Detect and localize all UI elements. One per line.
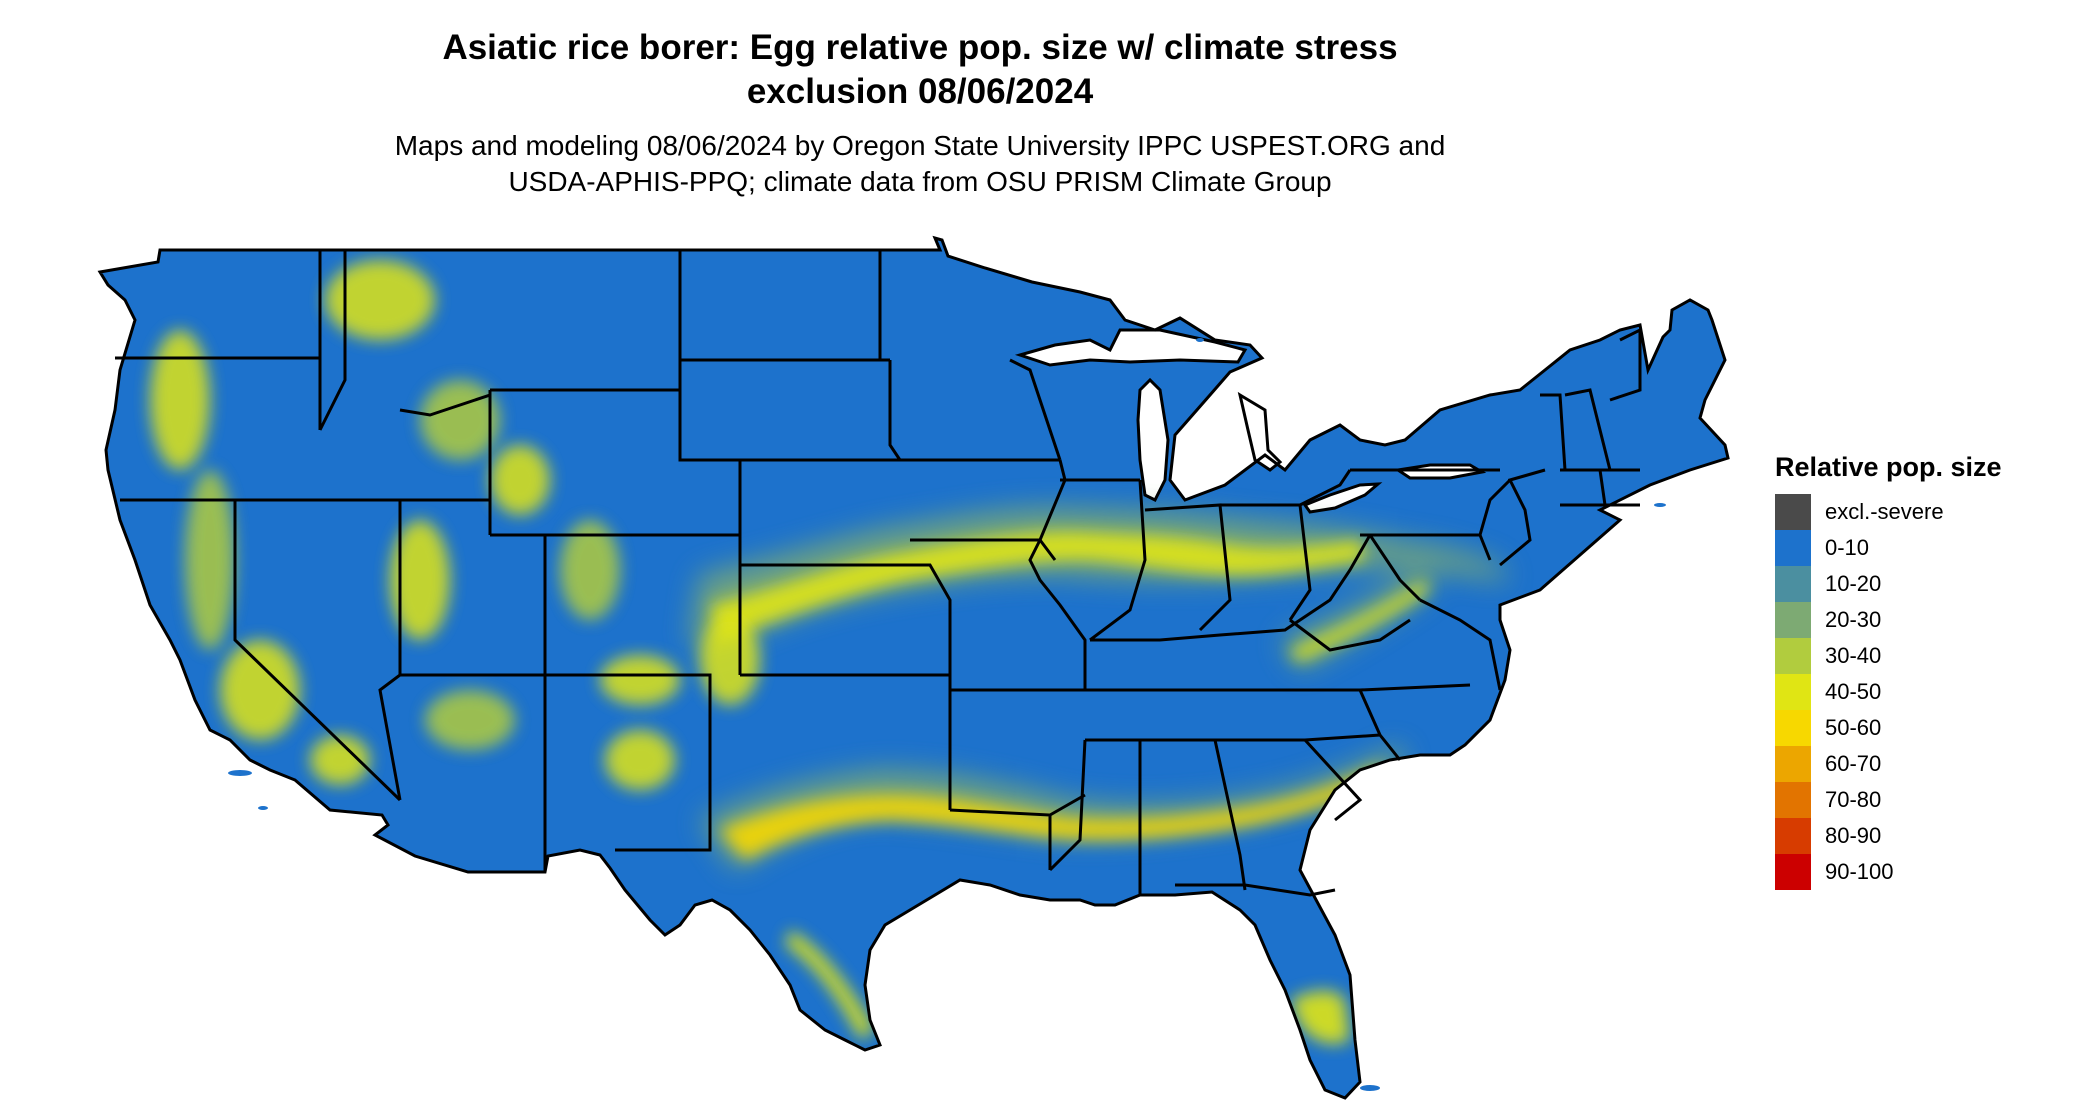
southern-band-outer — [700, 745, 1405, 870]
legend: Relative pop. size excl.-severe 0-10 10-20… — [1775, 450, 2002, 890]
lake-erie — [1305, 484, 1378, 512]
country-outline — [97, 235, 1730, 1100]
lake-michigan — [1138, 380, 1168, 500]
appalachian-band-inner — [1290, 580, 1430, 662]
legend-swatch — [1775, 674, 1811, 710]
legend-label: 20-30 — [1825, 607, 1882, 632]
nv-az-border — [378, 500, 402, 801]
map-title-line-1: Asiatic rice borer: Egg relative pop. si… — [442, 28, 1398, 67]
florida-patch — [1290, 990, 1350, 1045]
legend-swatch — [1775, 782, 1811, 818]
legend-item: 80-90 — [1775, 818, 2002, 854]
legend-label: 80-90 — [1825, 823, 1882, 848]
legend-swatch — [1775, 746, 1811, 782]
legend-swatch — [1775, 566, 1811, 602]
map-title-line-2: exclusion 08/06/2024 — [746, 72, 1094, 111]
legend-swatch — [1775, 530, 1811, 566]
legend-swatch — [1775, 710, 1811, 746]
legend-label: 60-70 — [1825, 751, 1882, 776]
legend-item: 90-100 — [1775, 854, 2002, 890]
legend-label: excl.-severe — [1825, 499, 1944, 524]
western-mountain-patches — [150, 260, 760, 790]
legend-swatch — [1775, 494, 1811, 530]
coastal-islands — [228, 338, 1666, 1091]
legend-label: 40-50 — [1825, 679, 1882, 704]
legend-item: 50-60 — [1775, 710, 2002, 746]
legend-item: 40-50 — [1775, 674, 2002, 710]
legend-swatch — [1775, 602, 1811, 638]
lake-huron — [1240, 395, 1280, 470]
texas-coast-patch — [785, 930, 875, 1040]
legend-label: 0-10 — [1825, 535, 1870, 560]
legend-swatch — [1775, 818, 1811, 854]
mid-latitude-band-inner — [710, 531, 1365, 640]
legend-title: Relative pop. size — [1775, 452, 2002, 482]
legend-item: 30-40 — [1775, 638, 2002, 674]
legend-label: 50-60 — [1825, 715, 1882, 740]
legend-label: 10-20 — [1825, 571, 1882, 596]
lake-superior — [1020, 330, 1245, 365]
legend-item: 0-10 — [1775, 530, 2002, 566]
southern-band-inner — [720, 765, 1384, 860]
legend-item: 10-20 — [1775, 566, 2002, 602]
legend-swatch — [1775, 638, 1811, 674]
legend-item: 70-80 — [1775, 782, 2002, 818]
legend-item: 60-70 — [1775, 746, 2002, 782]
legend-label: 70-80 — [1825, 787, 1882, 812]
legend-item: 20-30 — [1775, 602, 2002, 638]
legend-items: excl.-severe 0-10 10-20 20-30 30-40 40-50 50-6… — [1775, 494, 2002, 890]
state-boundaries — [97, 235, 1730, 1100]
suitability-layer — [150, 260, 1510, 1045]
legend-swatch — [1775, 854, 1811, 890]
legend-label: 30-40 — [1825, 643, 1882, 668]
map-subtitle-line-2: USDA-APHIS-PPQ; climate data from OSU PR… — [508, 166, 1332, 197]
legend-label: 90-100 — [1825, 859, 1894, 884]
map-subtitle-line-1: Maps and modeling 08/06/2024 by Oregon S… — [394, 130, 1446, 161]
legend-item: excl.-severe — [1775, 494, 2002, 530]
